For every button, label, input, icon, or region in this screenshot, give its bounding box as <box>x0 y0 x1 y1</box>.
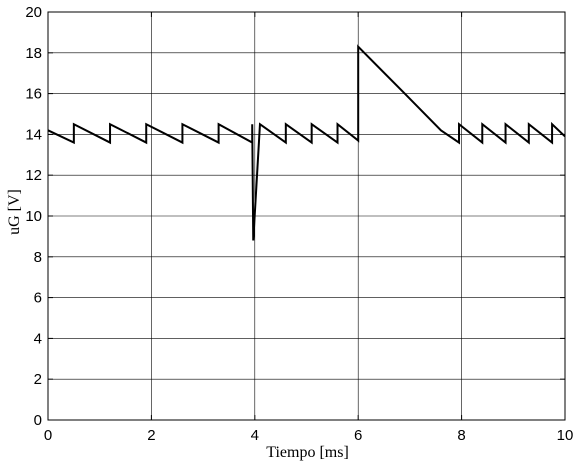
y-tick-label: 8 <box>34 249 42 266</box>
y-tick-label: 2 <box>34 371 42 388</box>
y-tick-label: 6 <box>34 290 42 307</box>
x-tick-label: 10 <box>557 427 574 444</box>
y-tick-label: 12 <box>25 167 42 184</box>
y-tick-label: 14 <box>25 126 42 143</box>
y-axis-label: uG [V] <box>6 189 23 235</box>
series-layer <box>47 44 566 241</box>
y-tick-label: 20 <box>25 4 42 21</box>
x-axis-label: Tiempo [ms] <box>266 444 349 461</box>
tick-labels: 0 2 4 6 8 10 0 2 4 6 8 10 12 14 16 18 20 <box>25 4 573 444</box>
x-tick-label: 4 <box>251 427 259 444</box>
grid-lines <box>48 12 565 420</box>
x-tick-label: 8 <box>457 427 465 444</box>
y-tick-label: 10 <box>25 208 42 225</box>
series-line <box>47 44 566 241</box>
plot-frame <box>47 11 566 421</box>
y-tick-label: 4 <box>34 330 42 347</box>
x-tick-label: 0 <box>44 427 52 444</box>
y-tick-label: 18 <box>25 45 42 62</box>
y-tick-label: 0 <box>34 412 42 429</box>
x-tick-label: 2 <box>147 427 155 444</box>
y-tick-label: 16 <box>25 86 42 103</box>
x-tick-label: 6 <box>354 427 362 444</box>
